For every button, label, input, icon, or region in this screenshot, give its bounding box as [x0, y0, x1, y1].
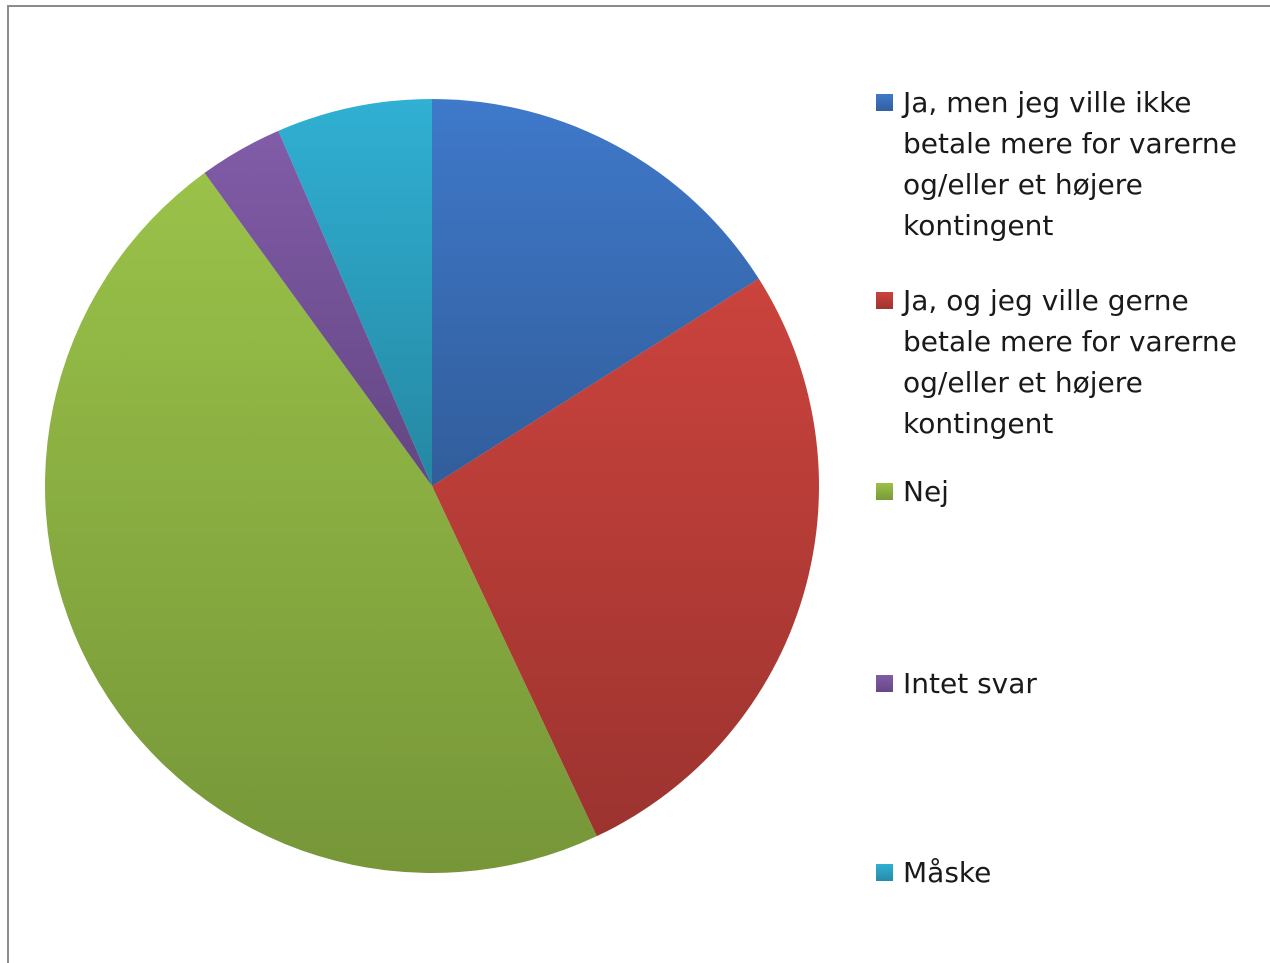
legend-swatch-nej: [876, 483, 893, 500]
legend-label-ja-men: Ja, men jeg ville ikke betale mere for v…: [903, 86, 1237, 242]
legend-label-ja-og: Ja, og jeg ville gerne betale mere for v…: [903, 284, 1237, 440]
legend-swatch-ja-men: [876, 94, 893, 111]
legend-label-maaske: Måske: [903, 856, 992, 889]
legend-swatch-intet-svar: [876, 675, 893, 692]
legend-item-ja-men: Ja, men jeg ville ikke betale mere for v…: [876, 82, 1268, 246]
legend-item-intet-svar: Intet svar: [876, 663, 1268, 704]
legend-item-ja-og: Ja, og jeg ville gerne betale mere for v…: [876, 280, 1268, 444]
legend-item-maaske: Måske: [876, 852, 1268, 893]
legend-swatch-ja-og: [876, 292, 893, 309]
legend: Ja, men jeg ville ikke betale mere for v…: [876, 82, 1268, 902]
legend-label-intet-svar: Intet svar: [903, 667, 1037, 700]
legend-label-nej: Nej: [903, 475, 949, 508]
pie-slice-4: [278, 99, 432, 486]
legend-item-nej: Nej: [876, 471, 1268, 512]
legend-swatch-maaske: [876, 864, 893, 881]
pie-slice-2: [44, 172, 597, 874]
pie-slices: [44, 99, 819, 874]
pie-slice-3: [204, 130, 432, 486]
pie-slice-0: [432, 99, 759, 486]
pie-slice-1: [432, 278, 819, 837]
